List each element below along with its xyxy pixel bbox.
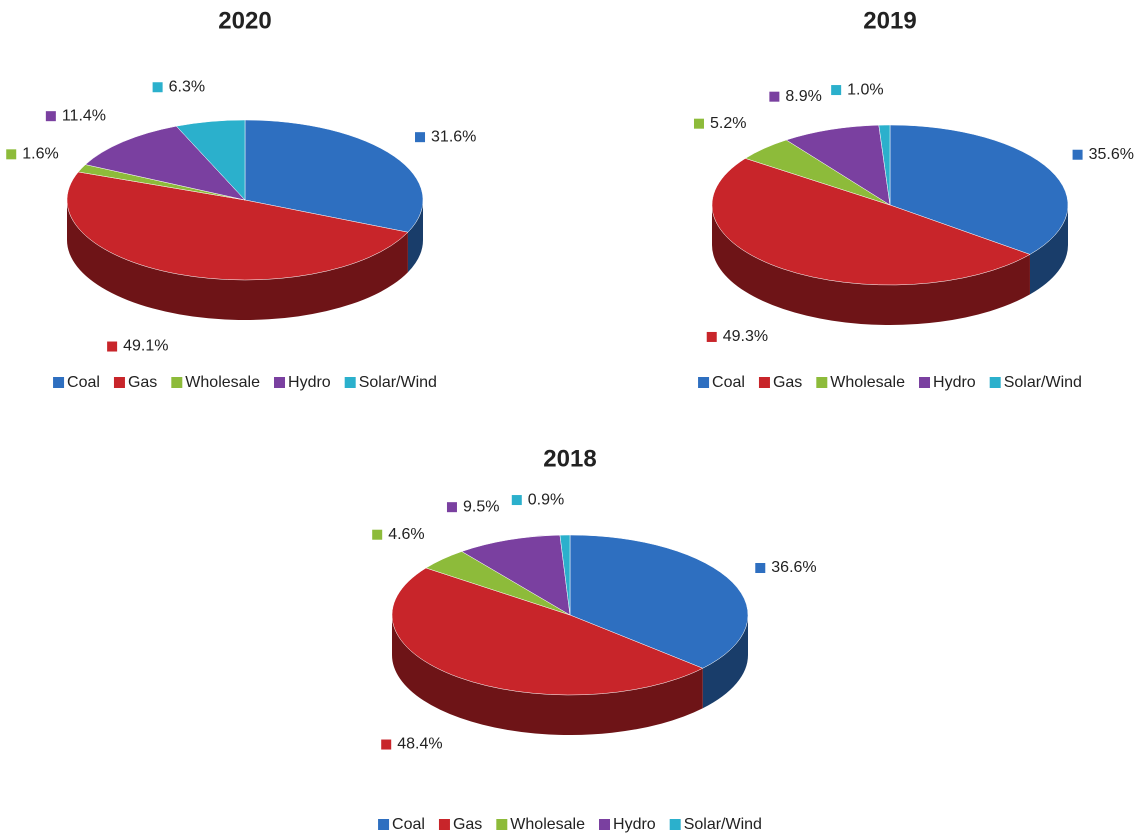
legend-label: Hydro	[288, 374, 331, 391]
slice	[461, 534, 571, 616]
slice	[785, 124, 891, 206]
label-marker	[107, 341, 118, 352]
legend-swatch	[378, 819, 390, 830]
legend: Coal Gas Wholesale Hydro Solar/Wind	[698, 374, 1082, 391]
data-label: 35.6%	[1089, 146, 1134, 163]
slice	[569, 534, 749, 669]
data-label: 0.9%	[528, 491, 564, 508]
legend-swatch	[816, 377, 828, 388]
legend-swatch	[496, 819, 508, 830]
slice	[244, 119, 424, 233]
label-marker	[831, 85, 842, 96]
legend-swatch	[989, 377, 1001, 388]
legend-swatch	[919, 377, 931, 388]
label-marker	[415, 132, 426, 143]
legend-label: Solar/Wind	[684, 816, 762, 833]
slice	[878, 124, 891, 206]
legend-swatch	[171, 377, 183, 388]
legend-swatch	[438, 819, 450, 830]
slice-side	[712, 205, 1030, 326]
label-marker	[6, 149, 17, 160]
legend-label: Coal	[392, 816, 425, 833]
data-label: 36.6%	[771, 559, 816, 576]
legend-swatch	[599, 819, 611, 830]
legend: Coal Gas Wholesale Hydro Solar/Wind	[53, 374, 437, 391]
label-marker	[1072, 149, 1083, 160]
legend-swatch	[53, 377, 65, 388]
label-marker	[693, 118, 704, 129]
label-marker	[372, 529, 383, 540]
slice	[889, 124, 1069, 255]
legend-label: Hydro	[613, 816, 656, 833]
label-marker	[769, 91, 780, 102]
data-label: 1.6%	[22, 146, 58, 163]
data-label: 49.3%	[723, 328, 768, 345]
slice	[84, 125, 246, 201]
slice-side	[67, 200, 408, 320]
slice	[711, 158, 1031, 286]
legend-label: Solar/Wind	[1004, 374, 1082, 391]
data-label: 31.6%	[431, 128, 476, 145]
legend-label: Hydro	[933, 374, 976, 391]
legend-swatch	[758, 377, 770, 388]
label-marker	[45, 111, 56, 122]
chart-title: 2020	[218, 7, 271, 34]
slice-side	[1029, 205, 1068, 295]
slice-side	[407, 200, 423, 273]
label-marker	[511, 495, 522, 506]
legend-swatch	[669, 819, 681, 830]
data-label: 8.9%	[785, 88, 821, 105]
legend-swatch	[274, 377, 286, 388]
label-marker	[446, 502, 457, 513]
legend-swatch	[344, 377, 356, 388]
label-marker	[152, 82, 163, 93]
legend-label: Wholesale	[830, 374, 905, 391]
label-marker	[706, 331, 717, 342]
chart-title: 2018	[543, 445, 596, 472]
slice	[175, 119, 246, 201]
chart-title: 2019	[863, 7, 916, 34]
legend-label: Coal	[67, 374, 100, 391]
legend-label: Gas	[453, 816, 482, 833]
legend-swatch	[698, 377, 710, 388]
legend-label: Gas	[128, 374, 157, 391]
legend-label: Coal	[712, 374, 745, 391]
slice	[559, 534, 571, 616]
data-label: 1.0%	[847, 81, 883, 98]
data-label: 11.4%	[62, 107, 106, 124]
slice-side	[702, 615, 748, 709]
legend-label: Wholesale	[510, 816, 585, 833]
legend-swatch	[113, 377, 125, 388]
data-label: 48.4%	[397, 736, 442, 753]
data-label: 6.3%	[169, 78, 205, 95]
legend: Coal Gas Wholesale Hydro Solar/Wind	[378, 816, 762, 833]
slice	[391, 567, 704, 696]
slice	[66, 171, 409, 281]
label-marker	[755, 563, 766, 574]
legend-label: Solar/Wind	[359, 374, 437, 391]
data-label: 49.1%	[123, 338, 168, 355]
legend-label: Wholesale	[185, 374, 260, 391]
label-marker	[381, 739, 392, 750]
slice-side	[392, 615, 703, 735]
data-label: 9.5%	[463, 498, 499, 515]
legend-label: Gas	[773, 374, 802, 391]
data-label: 4.6%	[388, 526, 424, 543]
data-label: 5.2%	[710, 115, 746, 132]
